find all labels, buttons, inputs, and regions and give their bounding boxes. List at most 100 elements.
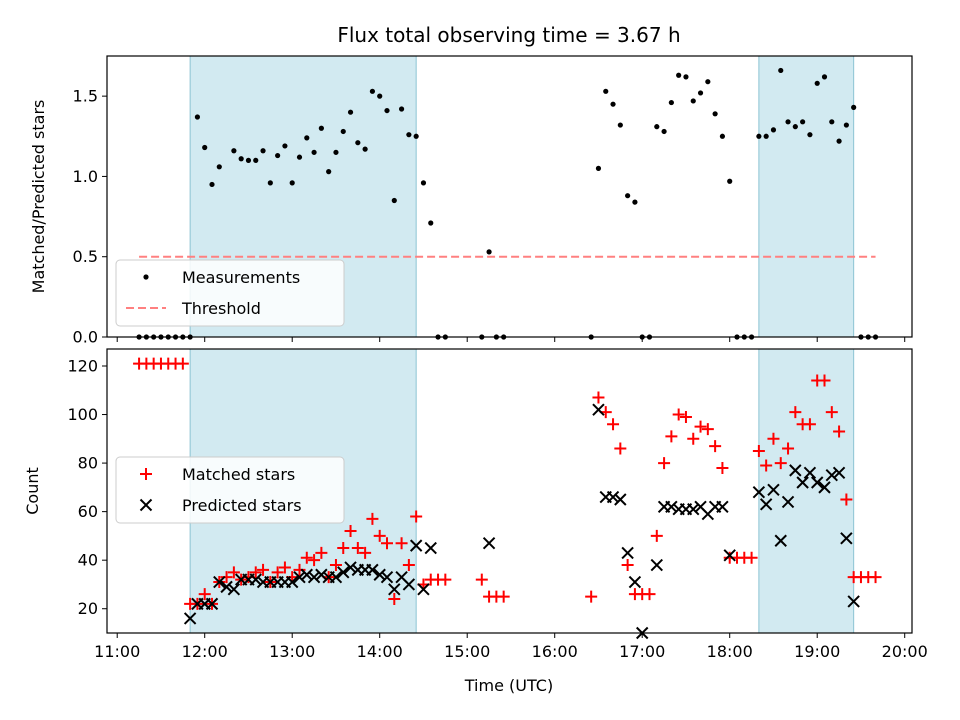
y-tick-label: 100 [67,405,98,424]
data-point [402,559,415,572]
data-point [245,157,252,163]
x-tick-label: 19:00 [794,642,840,661]
top-panel: 0.0 0.5 1.0 1.5 Matched/Predicted stars Measu… [29,55,913,347]
data-point [391,197,397,204]
data-point [814,80,820,86]
data-point [668,99,674,106]
data-point [388,593,401,606]
data-point [792,124,798,130]
data-point [231,148,237,154]
data-point [825,406,838,419]
data-point [216,164,222,170]
data-point [424,541,437,555]
data-point [275,152,281,159]
data-point [683,74,689,80]
data-point [289,180,295,186]
data-point [249,566,262,579]
data-point [661,128,667,135]
x-tick-label: 17:00 [619,642,665,661]
data-point [293,563,306,576]
data-point [676,72,682,78]
data-point [227,583,241,596]
data-point [832,466,846,480]
series-matched-stars [133,357,882,610]
legend: Matched stars Predicted stars [115,456,345,524]
data-point [337,566,350,579]
data-point [818,481,831,494]
data-point [785,119,791,125]
data-point [428,220,434,226]
data-point [709,440,722,453]
data-point [727,178,733,184]
data-point [413,133,419,139]
data-point [803,418,816,431]
data-point [267,180,273,186]
data-point [377,93,383,99]
data-point [745,551,758,564]
data-point [752,444,765,457]
data-point [220,571,233,584]
data-point [308,554,321,567]
data-point [643,588,656,601]
shaded-interval-2 [758,55,855,338]
data-point [679,410,692,423]
data-point [778,67,784,74]
data-point [672,408,685,421]
data-point [366,563,379,577]
data-point [406,132,412,138]
series-measurements [136,67,879,340]
data-point [388,583,401,596]
data-point [821,74,828,80]
data-point [621,546,634,560]
data-point [851,104,857,110]
data-point [373,568,386,581]
bottom-panel: 20 40 60 80 100 120 11:00 12:00 13:00 14:00 15:00 1… [23,348,928,661]
axes-frame [106,348,913,634]
data-point [344,561,357,574]
data-point [402,578,416,591]
data-point [369,88,376,94]
data-point [366,512,379,525]
data-point [774,457,787,470]
data-point [607,418,620,431]
data-point [716,500,729,513]
x-tick-label: 11:00 [94,642,140,661]
x-tick-label: 14:00 [357,642,403,661]
data-point [833,425,846,438]
data-point [829,119,835,125]
data-point [439,573,452,586]
data-point [789,406,802,419]
data-point [482,536,496,550]
data-point [326,169,332,175]
data-point [781,495,795,509]
data-point [625,193,631,199]
data-point [796,476,809,489]
chart-title: Flux total observing time = 3.67 h [337,23,680,47]
y-tick-label: 120 [67,356,98,375]
data-point [384,107,390,114]
data-point [687,502,700,516]
data-point [774,534,787,547]
y-tick-label: 40 [78,551,98,570]
data-point [690,98,696,104]
y-tick-label: 1.0 [73,167,98,186]
data-point [329,570,343,584]
data-point [658,457,671,470]
data-point [763,133,769,139]
y-tick-label: 80 [78,454,98,473]
y-axis-label: Count [23,467,42,515]
data-point [340,128,346,135]
data-point [840,493,853,506]
data-point [752,486,766,499]
data-point [800,119,806,125]
data-point [767,432,780,445]
legend-label: Matched stars [182,465,295,484]
data-point [719,133,726,139]
data-point [712,111,718,117]
data-point [220,580,233,594]
x-tick-label: 16:00 [532,642,578,661]
data-point [843,122,849,128]
data-point [227,566,240,579]
data-point [621,559,634,572]
